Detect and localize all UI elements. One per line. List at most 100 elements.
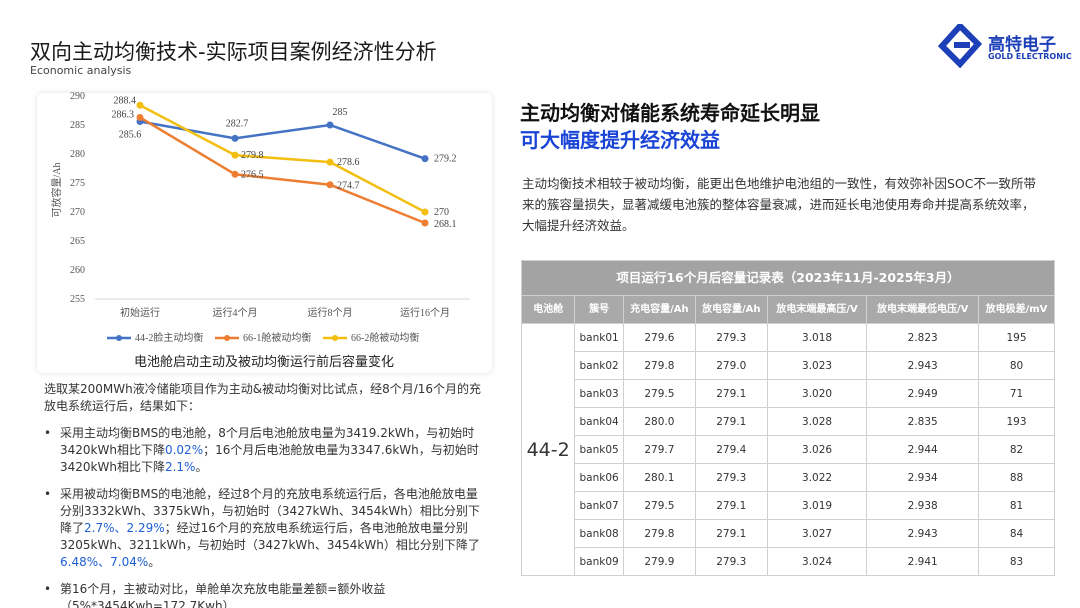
data-label: 270 <box>434 207 449 218</box>
column-header: 电池舱 <box>520 295 576 324</box>
y-tick-label: 275 <box>70 178 85 189</box>
table-cell: 3.020 <box>766 379 868 408</box>
table-cell: 84 <box>978 519 1055 548</box>
table-cell: 279.1 <box>694 519 768 548</box>
table-row: bank04 280.0 279.1 3.028 2.835 193 <box>522 407 1055 436</box>
point <box>231 170 239 178</box>
x-tick-label: 初始运行 <box>120 306 160 319</box>
table-cell: 279.6 <box>622 323 696 352</box>
table-cell: bank08 <box>574 519 624 548</box>
column-header: 放电容量/Ah <box>694 295 768 324</box>
table-cell: 3.026 <box>766 435 868 464</box>
logo-icon <box>938 24 982 68</box>
column-header: 簇号 <box>574 295 624 324</box>
table-cell: 82 <box>978 435 1055 464</box>
table-cell: 83 <box>978 547 1055 576</box>
table-row: bank09 279.9 279.3 3.024 2.941 83 <box>522 547 1055 576</box>
point <box>136 101 144 109</box>
data-label: 278.6 <box>337 157 360 168</box>
series-line <box>139 104 426 214</box>
y-tick-label: 255 <box>70 294 85 305</box>
table-cell: 279.8 <box>622 519 696 548</box>
table-cell: 3.028 <box>766 407 868 436</box>
column-header: 放电极差/mV <box>978 295 1055 324</box>
bullet-text: 采用主动均衡BMS的电池舱，8个月后电池舱放电量为3419.2kWh，与初始时3… <box>60 426 475 457</box>
table-row: 44-2 bank01 279.6 279.3 3.018 2.823 195 <box>520 323 1055 576</box>
bullet-text: ；16个月后电池舱放电量为3347.6kWh，与初始时3420kWh相比下降 <box>60 443 479 474</box>
point <box>231 134 239 142</box>
y-tick-label: 290 <box>70 91 85 102</box>
table-cell: 280.1 <box>622 463 696 492</box>
bullet-text: 。 <box>195 460 208 474</box>
table-cell: 279.3 <box>694 323 768 352</box>
bullet: 采用被动均衡BMS的电池舱，经过8个月的充放电系统运行后，各电池舱放电量分别33… <box>44 486 489 571</box>
table-cell: 279.1 <box>694 491 768 520</box>
x-tick-label: 运行16个月 <box>400 306 450 319</box>
table-cell: 2.941 <box>866 547 980 576</box>
table-cell: 3.019 <box>766 491 868 520</box>
bullet-text: ；经过16个月的充放电系统运行后，各电池舱放电量分别3205kWh、3211kW… <box>60 521 480 552</box>
table-cell: 279.7 <box>622 435 696 464</box>
point <box>326 121 334 129</box>
y-axis-label: 可放容量/Ah <box>50 163 63 218</box>
chart-card <box>37 93 492 373</box>
point <box>421 155 429 163</box>
y-tick-label: 260 <box>70 265 85 276</box>
bullet-text: 2.7%、2.29% <box>84 521 165 535</box>
data-label: 286.3 <box>112 109 135 120</box>
legend-label: 66-2舱被动均衡 <box>351 331 419 344</box>
bullet-text: 第16个月，主被动对比，单舱单次充放电能量差额=额外收益（5%*3454Kwh=… <box>60 582 386 608</box>
y-tick-label: 265 <box>70 236 85 247</box>
table-row: bank02 279.8 279.0 3.023 2.943 80 <box>522 351 1055 380</box>
table-cell: 2.835 <box>866 407 980 436</box>
point <box>421 219 429 227</box>
bullet: 采用主动均衡BMS的电池舱，8个月后电池舱放电量为3419.2kWh，与初始时3… <box>44 425 489 476</box>
chart: 255 260 265 270 275 280 285 290 可放容量/Ah 初始运行 运行4个月… <box>50 91 470 370</box>
bullet-text: 。 <box>148 555 161 569</box>
table-cell: bank05 <box>574 435 624 464</box>
column-header: 放电末端最低电压/V <box>866 295 980 324</box>
table-cell: 3.027 <box>766 519 868 548</box>
table-cell: 2.949 <box>866 379 980 408</box>
legend-label: 44-2脸主动均衡 <box>135 331 203 344</box>
table-cell: 279.5 <box>622 379 696 408</box>
point <box>326 181 334 189</box>
point <box>326 158 334 166</box>
legend-swatch <box>224 335 230 341</box>
table-row: bank06 280.1 279.3 3.022 2.934 88 <box>522 463 1055 492</box>
table-cell: 3.018 <box>766 323 868 352</box>
table-cell: 2.938 <box>866 491 980 520</box>
slide-subtitle: Economic analysis <box>30 64 132 77</box>
table-row: bank08 279.8 279.1 3.027 2.943 84 <box>522 519 1055 548</box>
group-cell: 44-2 <box>520 323 576 576</box>
table-cell: 2.943 <box>866 351 980 380</box>
table-cell: bank01 <box>574 323 624 352</box>
table-cell: 280.0 <box>622 407 696 436</box>
bullet-text: 6.48%、7.04% <box>60 555 149 569</box>
table-cell: 279.5 <box>622 491 696 520</box>
data-label: 268.1 <box>434 219 457 230</box>
logo-subtext: GOLD ELECTRONIC <box>988 52 1072 61</box>
column-header: 放电末端最高压/V <box>766 295 868 324</box>
data-label: 282.7 <box>226 118 249 129</box>
table-cell: bank02 <box>574 351 624 380</box>
table-title-row: 项目运行16个月后容量记录表（2023年11月-2025年3月） <box>521 260 1055 296</box>
table-cell: 81 <box>978 491 1055 520</box>
y-tick-label: 285 <box>70 120 85 131</box>
table-row: bank07 279.5 279.1 3.019 2.938 81 <box>522 491 1055 520</box>
table-cell: 279.3 <box>694 547 768 576</box>
data-label: 279.2 <box>434 154 457 165</box>
logo-text: 高特电子 <box>988 35 1056 55</box>
table-cell: 2.944 <box>866 435 980 464</box>
bullet-text: 0.02% <box>164 443 204 457</box>
table-cell: 3.022 <box>766 463 868 492</box>
point <box>136 113 144 121</box>
x-tick-label: 运行4个月 <box>213 306 258 319</box>
table-cell: 195 <box>978 323 1055 352</box>
table-row: bank03 279.5 279.1 3.020 2.949 71 <box>522 379 1055 408</box>
table-cell: 279.1 <box>694 379 768 408</box>
table-cell: 279.9 <box>622 547 696 576</box>
x-tick-label: 运行8个月 <box>308 306 353 319</box>
headline: 可大幅度提升经济效益 <box>520 128 720 152</box>
chart-caption: 电池舱启动主动及被动均衡运行前后容量变化 <box>134 354 394 370</box>
